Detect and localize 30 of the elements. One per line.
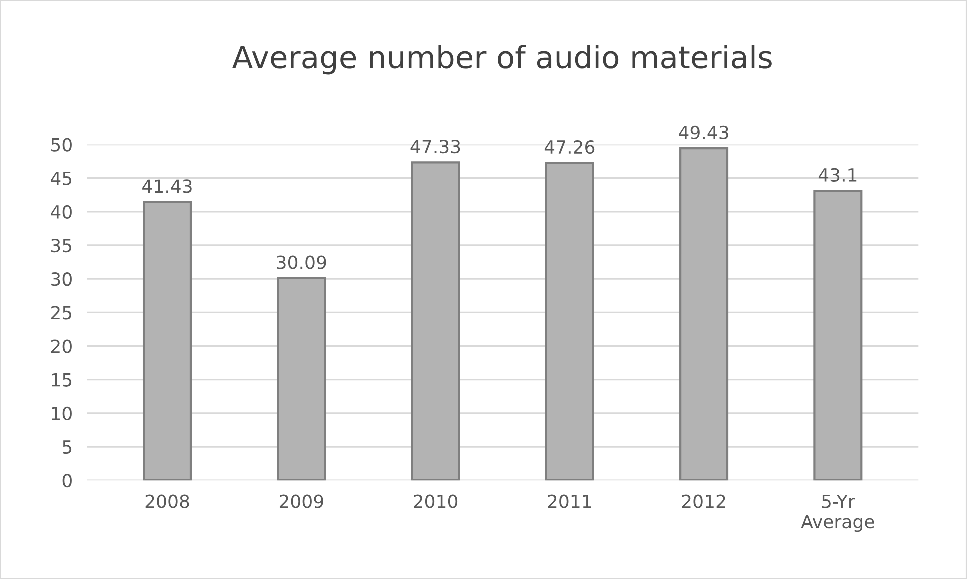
x-tick-label: 2012 [682, 494, 726, 508]
data-label: 30.09 [277, 256, 326, 270]
bar [545, 162, 594, 481]
bar [680, 148, 729, 481]
y-tick-label: 50 [52, 138, 72, 152]
y-tick-label: 30 [52, 272, 72, 286]
x-tick-label: 2008 [146, 494, 190, 508]
bar [142, 201, 192, 481]
bar [411, 162, 460, 481]
chart-title: Average number of audio materials [232, 45, 772, 75]
bar [277, 277, 326, 481]
y-tick-label: 15 [52, 374, 72, 387]
x-tick-label: 2011 [548, 494, 592, 508]
y-tick-label: 0 [62, 474, 72, 488]
x-tick-label: 2009 [280, 494, 324, 508]
data-label: 49.43 [679, 126, 728, 140]
y-tick-label: 40 [51, 205, 72, 220]
bar [814, 190, 863, 481]
y-tick-label: 35 [52, 238, 72, 253]
x-tick-label: 5-Yr Average [801, 495, 874, 532]
y-tick-label: 5 [63, 440, 72, 454]
data-label: 47.26 [544, 140, 595, 154]
data-label: 43.1 [818, 168, 857, 182]
x-tick-label: 2010 [414, 494, 458, 508]
y-tick-label: 20 [51, 340, 72, 354]
data-label: 41.43 [142, 180, 192, 194]
data-label: 47.33 [410, 140, 460, 154]
y-tick-label: 45 [51, 172, 72, 186]
y-tick-label: 25 [51, 306, 72, 320]
y-tick-label: 10 [52, 406, 72, 421]
